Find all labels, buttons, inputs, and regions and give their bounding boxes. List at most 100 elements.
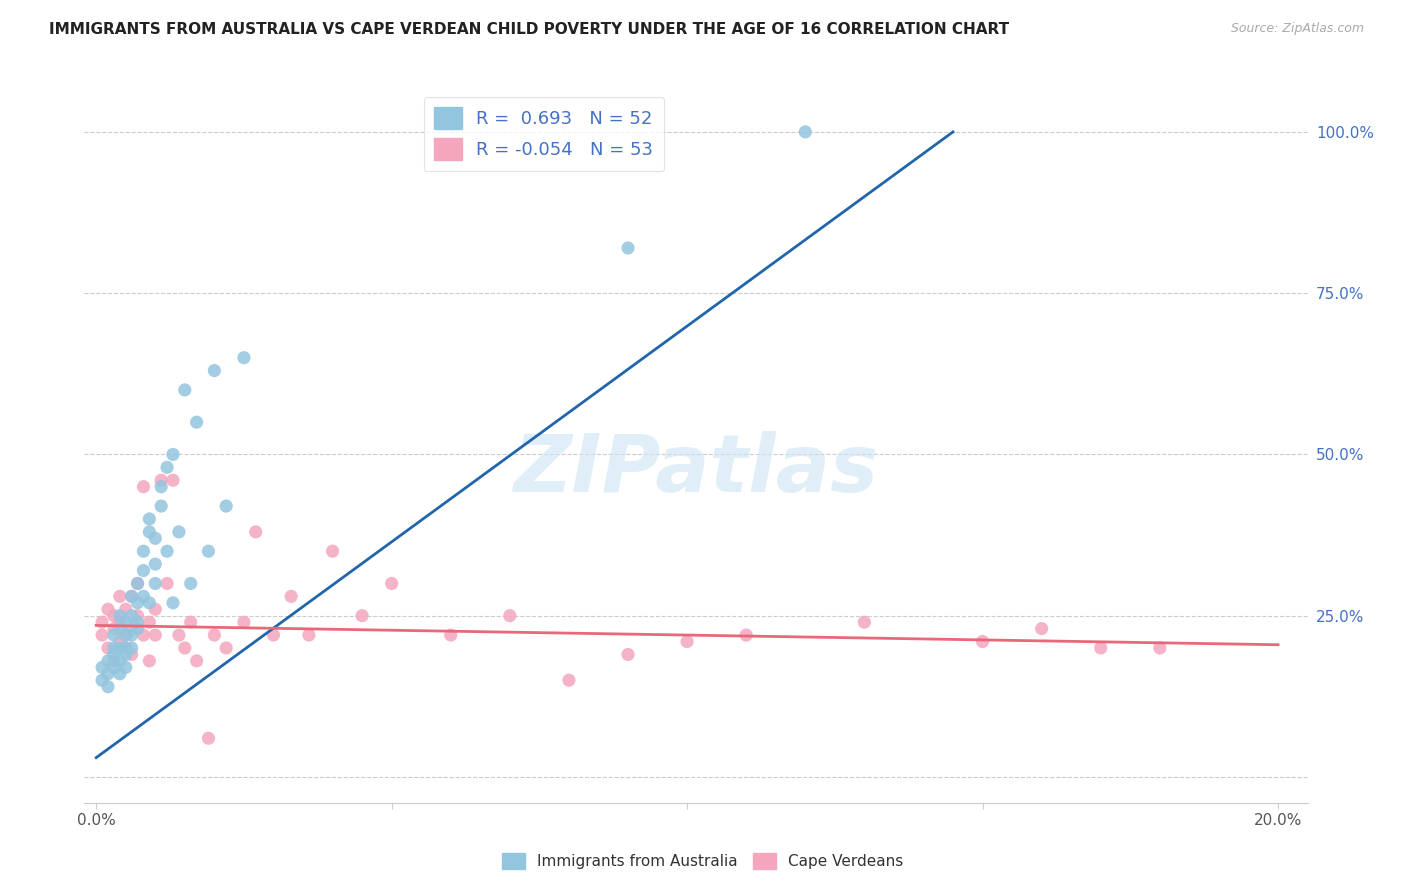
Point bbox=[114, 628, 136, 642]
Point bbox=[150, 473, 173, 487]
Point bbox=[132, 628, 155, 642]
Point bbox=[143, 628, 166, 642]
Point bbox=[121, 608, 143, 623]
Point bbox=[108, 615, 131, 630]
Point bbox=[1031, 622, 1053, 636]
Point bbox=[114, 648, 136, 662]
Point bbox=[197, 544, 219, 558]
Point bbox=[103, 654, 125, 668]
Point bbox=[138, 615, 160, 630]
Point bbox=[794, 125, 817, 139]
Point bbox=[121, 628, 143, 642]
Point bbox=[162, 447, 184, 461]
Point bbox=[499, 608, 522, 623]
Point bbox=[127, 596, 149, 610]
Point bbox=[202, 363, 225, 377]
Point bbox=[186, 654, 208, 668]
Point bbox=[132, 544, 155, 558]
Point bbox=[127, 576, 149, 591]
Point bbox=[167, 628, 190, 642]
Point bbox=[173, 383, 195, 397]
Point bbox=[138, 524, 160, 539]
Point bbox=[97, 640, 120, 655]
Point bbox=[972, 634, 994, 648]
Point bbox=[138, 654, 160, 668]
Point bbox=[121, 648, 143, 662]
Point bbox=[853, 615, 876, 630]
Point bbox=[108, 634, 131, 648]
Legend: R =  0.693   N = 52, R = -0.054   N = 53: R = 0.693 N = 52, R = -0.054 N = 53 bbox=[423, 96, 664, 171]
Point bbox=[114, 628, 136, 642]
Point bbox=[108, 590, 131, 604]
Point bbox=[381, 576, 404, 591]
Point bbox=[202, 628, 225, 642]
Point bbox=[138, 596, 160, 610]
Point bbox=[127, 576, 149, 591]
Point bbox=[91, 628, 114, 642]
Point bbox=[162, 473, 184, 487]
Point bbox=[121, 622, 143, 636]
Point bbox=[197, 731, 219, 746]
Point bbox=[298, 628, 321, 642]
Point bbox=[138, 512, 160, 526]
Point bbox=[1149, 640, 1171, 655]
Point bbox=[143, 602, 166, 616]
Point bbox=[262, 628, 284, 642]
Point bbox=[127, 622, 149, 636]
Text: IMMIGRANTS FROM AUSTRALIA VS CAPE VERDEAN CHILD POVERTY UNDER THE AGE OF 16 CORR: IMMIGRANTS FROM AUSTRALIA VS CAPE VERDEA… bbox=[49, 22, 1010, 37]
Point bbox=[132, 564, 155, 578]
Point bbox=[114, 615, 136, 630]
Point bbox=[108, 666, 131, 681]
Point bbox=[97, 654, 120, 668]
Point bbox=[440, 628, 463, 642]
Point bbox=[91, 660, 114, 674]
Point bbox=[280, 590, 302, 604]
Point bbox=[150, 499, 173, 513]
Point bbox=[322, 544, 344, 558]
Point bbox=[91, 615, 114, 630]
Point bbox=[108, 608, 131, 623]
Point bbox=[103, 660, 125, 674]
Point bbox=[97, 680, 120, 694]
Point bbox=[127, 615, 149, 630]
Text: ZIPatlas: ZIPatlas bbox=[513, 432, 879, 509]
Point bbox=[617, 241, 640, 255]
Point bbox=[676, 634, 699, 648]
Point bbox=[97, 602, 120, 616]
Point bbox=[215, 499, 238, 513]
Point bbox=[103, 648, 125, 662]
Text: Source: ZipAtlas.com: Source: ZipAtlas.com bbox=[1230, 22, 1364, 36]
Point bbox=[132, 590, 155, 604]
Point bbox=[108, 654, 131, 668]
Point bbox=[127, 608, 149, 623]
Point bbox=[121, 590, 143, 604]
Point bbox=[114, 602, 136, 616]
Point bbox=[156, 544, 179, 558]
Point bbox=[103, 640, 125, 655]
Point bbox=[352, 608, 374, 623]
Point bbox=[97, 666, 120, 681]
Point bbox=[186, 415, 208, 429]
Point bbox=[245, 524, 267, 539]
Point bbox=[150, 480, 173, 494]
Point bbox=[114, 660, 136, 674]
Point bbox=[114, 640, 136, 655]
Point bbox=[156, 460, 179, 475]
Point bbox=[558, 673, 581, 688]
Point bbox=[143, 531, 166, 545]
Point bbox=[162, 596, 184, 610]
Point bbox=[143, 576, 166, 591]
Point bbox=[1090, 640, 1112, 655]
Point bbox=[156, 576, 179, 591]
Point bbox=[167, 524, 190, 539]
Point bbox=[121, 640, 143, 655]
Point bbox=[103, 628, 125, 642]
Point bbox=[103, 608, 125, 623]
Point bbox=[617, 648, 640, 662]
Point bbox=[180, 576, 202, 591]
Point bbox=[103, 622, 125, 636]
Point bbox=[132, 480, 155, 494]
Point bbox=[232, 351, 254, 365]
Point bbox=[114, 640, 136, 655]
Point bbox=[735, 628, 758, 642]
